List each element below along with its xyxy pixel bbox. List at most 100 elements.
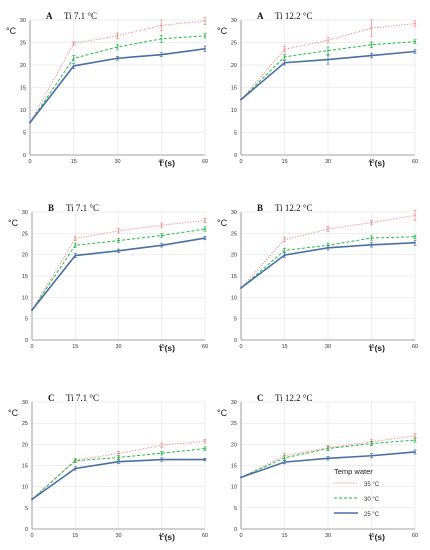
- x-tick-label: 45: [159, 533, 165, 539]
- y-tick-label: 30: [22, 210, 28, 216]
- y-tick-label: 0: [234, 338, 237, 344]
- y-tick-label: 15: [22, 464, 28, 470]
- data-point: [327, 58, 329, 61]
- data-point: [160, 244, 163, 247]
- data-point: [117, 229, 120, 232]
- data-point: [327, 39, 329, 42]
- data-point: [204, 20, 206, 22]
- x-tick-label: 15: [281, 533, 287, 539]
- y-tick-label: 25: [22, 421, 28, 427]
- series-35C: [240, 432, 417, 479]
- data-point: [72, 65, 75, 67]
- legend-label-35: 35 °C: [364, 482, 380, 488]
- y-tick-label: 5: [234, 131, 237, 137]
- y-tick-label: 20: [231, 63, 237, 69]
- data-point: [327, 246, 329, 249]
- y-tick-label: 25: [20, 41, 26, 47]
- panel-title: Ti 12.2 °C: [275, 203, 313, 213]
- y-tick-label: 20: [231, 442, 237, 448]
- series-30C: [240, 39, 417, 101]
- data-point: [414, 22, 416, 25]
- data-point: [370, 221, 373, 224]
- x-tick-label: 45: [368, 533, 374, 539]
- x-tick-label: 30: [115, 533, 121, 539]
- y-tick-label: 30: [22, 400, 28, 406]
- data-point: [116, 46, 119, 48]
- panel-title: Ti 7.1 °C: [66, 393, 99, 403]
- series-line-35C: [31, 440, 206, 500]
- data-point: [414, 451, 416, 453]
- x-tick-label: 60: [412, 344, 418, 350]
- y-tick-label: 20: [22, 253, 28, 259]
- panel-label: B: [257, 203, 263, 213]
- panel-label: A: [257, 11, 264, 21]
- y-tick-label: 10: [22, 485, 28, 491]
- data-point: [283, 48, 286, 51]
- data-point: [204, 447, 206, 450]
- data-point: [370, 54, 373, 57]
- data-point: [74, 244, 77, 247]
- panel-title: Ti 7.1 °C: [66, 203, 99, 213]
- data-point: [283, 61, 286, 64]
- data-point: [204, 47, 206, 50]
- x-tick-label: 15: [281, 159, 287, 165]
- data-point: [204, 228, 206, 230]
- x-tick-label: 0: [30, 533, 33, 539]
- x-tick-label: 30: [115, 344, 121, 350]
- panel-title: Ti 12.2 °C: [275, 393, 313, 403]
- x-tick-label: 30: [325, 344, 331, 350]
- data-point: [283, 254, 286, 256]
- y-tick-label: 20: [22, 442, 28, 448]
- data-point: [414, 439, 416, 441]
- series-25C: [29, 45, 207, 124]
- x-axis-label: t (s): [369, 158, 385, 168]
- y-tick-label: 10: [22, 295, 28, 301]
- y-tick-label: 30: [231, 18, 237, 24]
- series-35C: [31, 439, 207, 501]
- data-point: [204, 440, 206, 443]
- legend: Temp water 35 °C 30 °C 25 °C: [334, 467, 380, 518]
- data-point: [414, 40, 416, 43]
- data-point: [283, 238, 286, 241]
- chart-panel-4: 0 5 10 15 20 25 30 0 15 30 45 60 °C t (s) B Ti 12.2 °C: [217, 203, 418, 353]
- data-point: [74, 459, 77, 462]
- series-35C: [31, 218, 207, 312]
- y-tick-label: 10: [231, 485, 237, 491]
- y-tick-label: 25: [231, 41, 237, 47]
- x-tick-label: 0: [239, 159, 242, 165]
- data-point: [370, 237, 373, 239]
- data-point: [117, 452, 120, 455]
- y-tick-label: 0: [234, 153, 237, 159]
- chart-panel-2: 0 5 10 15 20 25 30 0 15 30 45 60 °C t (s) A Ti 12.2 °C: [217, 11, 418, 168]
- chart-panel-1: 0 5 10 15 20 25 30 0 15 30 45 60 °C t (s) A Ti 7.1 °C: [6, 11, 208, 168]
- data-point: [414, 214, 416, 217]
- y-tick-label: 20: [231, 253, 237, 259]
- data-point: [327, 457, 329, 460]
- y-tick-label: 5: [23, 131, 26, 137]
- data-point: [414, 50, 416, 53]
- y-axis-label: °C: [217, 408, 228, 418]
- data-point: [327, 49, 329, 52]
- data-point: [74, 467, 77, 470]
- panel-label: C: [257, 393, 264, 403]
- x-axis-label: t (s): [369, 532, 385, 542]
- y-tick-label: 30: [231, 210, 237, 216]
- panel-title: Ti 7.1 °C: [64, 11, 97, 21]
- panel-title: Ti 12.2 °C: [275, 11, 313, 21]
- y-tick-label: 25: [231, 231, 237, 237]
- data-point: [283, 461, 286, 464]
- y-tick-label: 20: [20, 63, 26, 69]
- x-axis-label: t (s): [159, 343, 175, 353]
- x-tick-label: 0: [239, 344, 242, 350]
- x-tick-label: 60: [412, 533, 418, 539]
- series-line-35C: [29, 20, 206, 123]
- x-tick-label: 0: [28, 159, 31, 165]
- y-tick-label: 15: [231, 86, 237, 92]
- data-point: [160, 444, 163, 447]
- y-axis-label: °C: [8, 218, 19, 228]
- x-tick-label: 60: [412, 159, 418, 165]
- data-point: [240, 98, 242, 101]
- y-tick-label: 0: [234, 527, 237, 533]
- data-point: [414, 241, 416, 244]
